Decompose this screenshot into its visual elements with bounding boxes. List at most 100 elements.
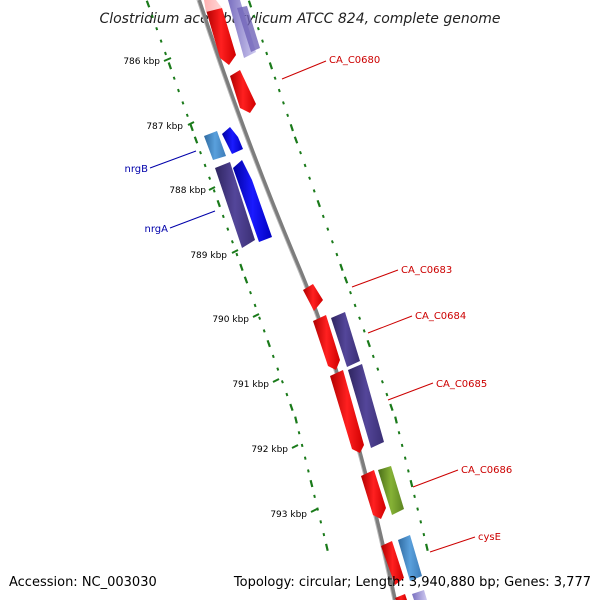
leader-lines: [149, 60, 476, 553]
kbp-label-787: 787 kbp: [146, 122, 183, 132]
gene-cyse-red[interactable]: [381, 541, 404, 585]
inner-track-tick: [145, 0, 151, 8]
outer-track-tick: [343, 276, 349, 284]
gene-label-ca-c0680[interactable]: CA_C0680: [329, 55, 380, 66]
gene-partial-top-red[interactable]: [206, 8, 236, 65]
gene-label-ca-c0685[interactable]: CA_C0685: [436, 379, 487, 390]
inner-track-tick: [239, 263, 244, 271]
gene-label-cyse[interactable]: cysE: [478, 532, 501, 543]
inner-track-tick: [319, 520, 323, 524]
outer-track-tick: [422, 532, 426, 537]
outer-track-tick: [362, 329, 366, 333]
leader-ca-c0680: [281, 60, 327, 80]
leader-ca-c0684: [367, 315, 413, 334]
inner-track-tick: [226, 227, 230, 231]
gene-ca-c0680[interactable]: [230, 70, 256, 113]
gene-cyse-steel[interactable]: [398, 535, 422, 581]
gene-ca-c0685-red[interactable]: [330, 370, 364, 453]
inner-track-tick: [285, 392, 289, 397]
outer-track-tick: [326, 227, 330, 231]
gene-label-ca-c0686[interactable]: CA_C0686: [461, 465, 512, 476]
inner-track-tick: [167, 62, 173, 70]
outer-track-tick: [380, 380, 384, 384]
outer-track-tick: [366, 339, 371, 348]
gene-label-nrga[interactable]: nrgA: [145, 224, 169, 235]
gene-label-ca-c0684[interactable]: CA_C0684: [415, 311, 466, 322]
outer-track-tick: [256, 26, 260, 31]
inner-track-tick: [266, 339, 271, 348]
inner-track-tick: [199, 150, 202, 155]
inner-track-tick: [155, 26, 159, 31]
gene-ca-c0683[interactable]: [303, 284, 323, 311]
tick-track-outer: [247, 0, 429, 551]
gene-ca-c0685-purple[interactable]: [348, 364, 384, 448]
outer-track-tick: [273, 76, 277, 80]
kbp-tick-786: [163, 57, 172, 62]
gene-partial-top-purple-2[interactable]: [237, 6, 260, 52]
inner-track-tick: [289, 403, 294, 411]
gene-label-ca-c0683[interactable]: CA_C0683: [401, 265, 452, 276]
kbp-label-788: 788 kbp: [169, 186, 206, 196]
inner-track-tick: [307, 469, 310, 473]
gene-nrgb-steel[interactable]: [204, 131, 226, 160]
kbp-tick-788: [208, 186, 216, 191]
tick-track-inner: [145, 0, 329, 551]
leader-ca-c0685: [387, 382, 434, 401]
inner-track-tick: [181, 101, 185, 105]
inner-track-tick: [309, 479, 314, 488]
outer-track-tick: [339, 263, 344, 271]
kbp-label-786: 786 kbp: [123, 57, 160, 67]
kbp-label-790: 790 kbp: [212, 315, 249, 325]
inner-track-tick: [235, 252, 239, 257]
outer-track-tick: [416, 507, 419, 511]
outer-track-tick: [282, 101, 285, 105]
outer-track-tick: [286, 113, 290, 118]
kbp-label-793: 793 kbp: [270, 510, 307, 520]
outer-track-tick: [394, 416, 398, 424]
inner-track-tick: [221, 214, 225, 219]
gene-ca-c0684-purple[interactable]: [331, 312, 360, 367]
outer-track-tick: [335, 252, 339, 257]
kbp-tick-791: [272, 378, 280, 383]
inner-track-tick: [280, 380, 284, 384]
inner-track-tick: [294, 416, 298, 424]
inner-track-tick: [203, 163, 207, 168]
outer-track-tick: [400, 443, 404, 448]
map-title: Clostridium acetobutylicum ATCC 824, com…: [99, 11, 500, 27]
gene-partial-top-pale[interactable]: [204, 0, 222, 12]
outer-track-tick: [299, 150, 302, 155]
kbp-tick-793: [310, 508, 318, 513]
outer-track-tick: [407, 469, 410, 473]
gene-nrga-blue[interactable]: [233, 160, 272, 242]
inner-track-tick: [249, 290, 252, 295]
leader-ca-c0686: [412, 469, 459, 488]
gene-ca-c0686-olive[interactable]: [378, 466, 404, 515]
inner-track-tick: [189, 123, 194, 132]
outer-track-tick: [371, 354, 375, 359]
outer-track-tick: [419, 520, 423, 524]
outer-track-tick: [353, 303, 357, 308]
outer-track-tick: [349, 290, 352, 295]
outer-track-tick: [330, 240, 334, 244]
outer-track-tick: [409, 479, 414, 488]
outer-track-tick: [261, 39, 264, 43]
gene-ca-c0684-red[interactable]: [313, 315, 340, 370]
gene-nrgb-blue[interactable]: [222, 127, 243, 154]
inner-track-tick: [230, 240, 234, 244]
gene-partial-bottom-purple[interactable]: [412, 590, 427, 600]
gene-label-nrgb[interactable]: nrgB: [125, 164, 149, 175]
outer-track-tick: [376, 367, 380, 371]
gene-partial-bottom-red[interactable]: [395, 594, 407, 600]
gene-ca-c0686-red[interactable]: [361, 470, 386, 519]
outer-track-tick: [358, 316, 362, 320]
inner-track-tick: [212, 189, 216, 193]
outer-track-tick: [321, 214, 325, 219]
inner-track-tick: [185, 113, 189, 118]
gene-nrga-purple[interactable]: [215, 162, 255, 248]
inner-track-tick: [208, 176, 212, 180]
outer-track-tick: [268, 62, 274, 70]
outer-track-tick: [425, 543, 429, 551]
kbp-tick-792: [291, 444, 299, 449]
outer-track-tick: [389, 403, 394, 411]
